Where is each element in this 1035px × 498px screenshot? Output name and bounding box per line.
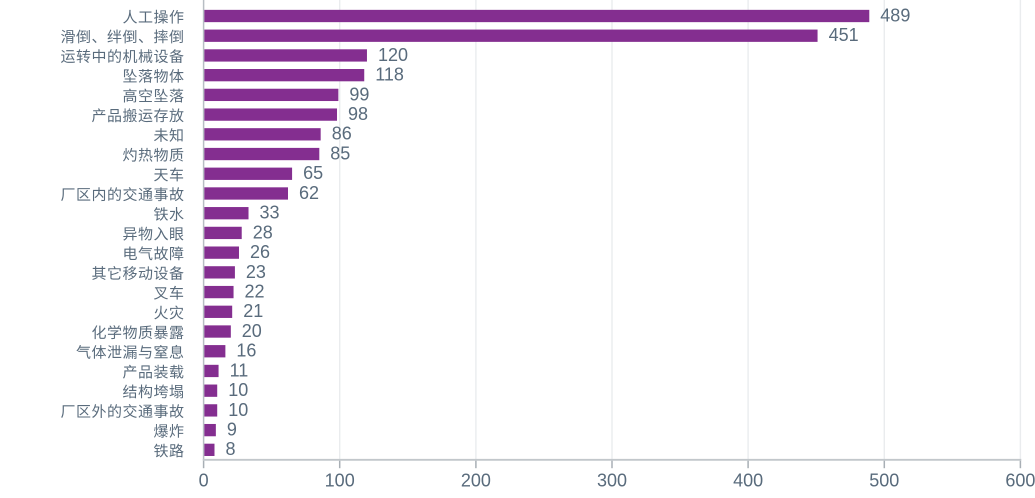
svg-text:400: 400: [733, 471, 763, 491]
svg-text:451: 451: [829, 25, 859, 45]
svg-text:16: 16: [236, 341, 256, 361]
svg-text:100: 100: [325, 471, 355, 491]
svg-text:86: 86: [332, 124, 352, 144]
svg-text:26: 26: [250, 242, 270, 262]
svg-text:65: 65: [303, 163, 323, 183]
svg-text:21: 21: [243, 301, 263, 321]
svg-text:10: 10: [228, 380, 248, 400]
svg-text:120: 120: [378, 45, 408, 65]
svg-text:99: 99: [349, 84, 369, 104]
svg-text:62: 62: [299, 183, 319, 203]
svg-text:98: 98: [348, 104, 368, 124]
svg-text:20: 20: [242, 321, 262, 341]
svg-text:23: 23: [246, 262, 266, 282]
svg-text:33: 33: [260, 203, 280, 223]
svg-text:9: 9: [227, 420, 237, 440]
svg-text:118: 118: [375, 65, 404, 85]
svg-text:8: 8: [226, 439, 236, 459]
svg-text:600: 600: [1005, 471, 1035, 491]
svg-text:28: 28: [253, 222, 273, 242]
svg-text:85: 85: [330, 143, 350, 163]
svg-text:500: 500: [869, 471, 899, 491]
svg-text:22: 22: [245, 281, 265, 301]
svg-text:489: 489: [880, 5, 910, 25]
svg-text:0: 0: [199, 471, 209, 491]
svg-text:300: 300: [597, 471, 627, 491]
svg-text:200: 200: [461, 471, 491, 491]
svg-text:11: 11: [230, 360, 249, 380]
svg-text:10: 10: [228, 400, 248, 420]
